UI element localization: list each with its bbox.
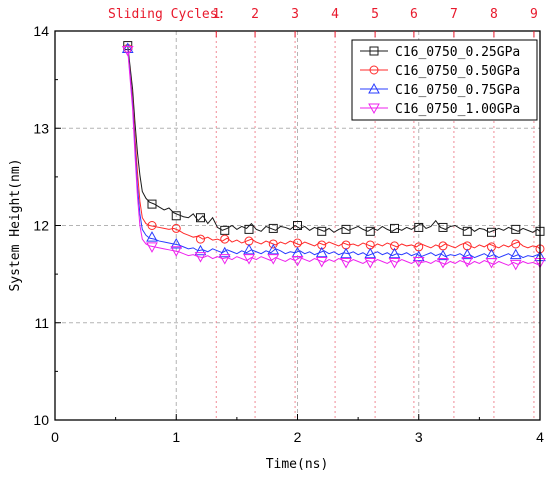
series-1-point (268, 223, 278, 233)
x-tick-label-3: 3 (415, 429, 423, 445)
legend-label-4: C16_0750_1.00GPa (395, 102, 520, 117)
legend-label-1: C16_0750_0.25GPa (395, 45, 520, 60)
series-1-point (293, 221, 302, 230)
series-1-point (147, 199, 157, 209)
cycle-tick-label-7: 7 (450, 7, 458, 22)
cycle-tick-label-8: 8 (490, 7, 498, 22)
series-1-point (196, 213, 205, 223)
y-tick-label-10: 10 (33, 412, 49, 428)
y-tick-label-14: 14 (33, 23, 49, 39)
series-1-point (462, 226, 472, 236)
y-tick-label-11: 11 (34, 315, 49, 331)
series-3-point (243, 243, 255, 255)
series-3-point (146, 231, 158, 242)
series-4-point (121, 45, 134, 57)
series-4-point (364, 257, 377, 269)
series-1 (123, 41, 545, 237)
series-3-point (267, 243, 280, 255)
series-1-point (220, 225, 230, 235)
x-tick-label-4: 4 (536, 429, 544, 445)
series-1-point (511, 224, 521, 234)
series-2-point (390, 241, 399, 251)
series-2-point (487, 242, 496, 252)
series-1-point (487, 227, 496, 237)
series-4-point (340, 257, 352, 269)
legend-marker-4 (368, 103, 380, 115)
top-axis-label: Sliding Cycles: (108, 7, 225, 22)
series-3-point (412, 250, 425, 262)
series-3-point (315, 246, 328, 258)
series-4-point (170, 246, 183, 257)
series-3-point (340, 247, 352, 259)
cycle-tick-label-4: 4 (331, 7, 339, 22)
series-1-point (341, 224, 351, 234)
series-2-point (196, 234, 205, 244)
x-tick-label-1: 1 (172, 429, 180, 445)
series-2-point (268, 239, 278, 249)
series-3-point (461, 248, 474, 260)
series-4-point (315, 256, 328, 268)
series-4-point (412, 256, 425, 268)
cycle-tick-label-5: 5 (371, 7, 379, 22)
series-4-point (485, 257, 498, 269)
series-3-point (509, 248, 522, 260)
series-line-4 (127, 50, 541, 266)
series-1-point (171, 211, 181, 221)
series-1-point (317, 226, 327, 236)
series-4-point (461, 256, 474, 268)
legend-marker-2 (369, 65, 379, 75)
series-4-point (146, 242, 158, 253)
x-tick-label-0: 0 (51, 429, 59, 445)
y-tick-label-13: 13 (33, 120, 49, 136)
x-tick-label-2: 2 (294, 429, 302, 445)
series-4-point (388, 257, 401, 269)
series-line-3 (127, 48, 541, 259)
series-4-point (194, 252, 207, 263)
y-tick-label-12: 12 (33, 218, 49, 234)
y-axis-title: System Height(nm) (8, 158, 23, 291)
series-1-point (414, 222, 424, 232)
series-3-point (388, 247, 401, 259)
series-2-point (147, 221, 157, 230)
series-4-point (267, 254, 280, 265)
series-3-point (364, 247, 377, 259)
series-4-point (218, 254, 231, 265)
legend-box (351, 39, 538, 121)
cycle-tick-label-9: 9 (530, 7, 538, 22)
series-4-point (291, 256, 304, 267)
series-3-point (437, 249, 449, 261)
series-2-point (317, 240, 327, 250)
series-1-point (390, 223, 399, 233)
legend-marker-1 (369, 46, 379, 56)
legend-label-2: C16_0750_0.50GPa (395, 64, 520, 79)
series-4-point (243, 254, 255, 265)
series-3-point (170, 237, 183, 249)
x-axis-title: Time(ns) (266, 457, 329, 472)
series-1-point (365, 226, 375, 236)
series-4-point (437, 257, 449, 269)
series-1-point (438, 222, 448, 232)
series-2-point (511, 239, 521, 249)
cycle-tick-label-2: 2 (251, 7, 259, 22)
cycle-tick-label-6: 6 (410, 7, 418, 22)
cycle-tick-label-1: 1 (212, 7, 220, 22)
legend-marker-3 (368, 82, 380, 94)
legend: C16_0750_0.25GPa C16_0750_0.50GPa C16_0750… (351, 39, 538, 121)
series-2-point (220, 234, 230, 244)
series-3-point (194, 244, 207, 256)
series-4-point (509, 259, 522, 271)
legend-label-3: C16_0750_0.75GPa (395, 83, 520, 98)
series-3-point (218, 246, 231, 258)
cycle-tick-label-3: 3 (291, 7, 299, 22)
series-2-point (171, 223, 181, 233)
series-1-point (244, 224, 254, 234)
